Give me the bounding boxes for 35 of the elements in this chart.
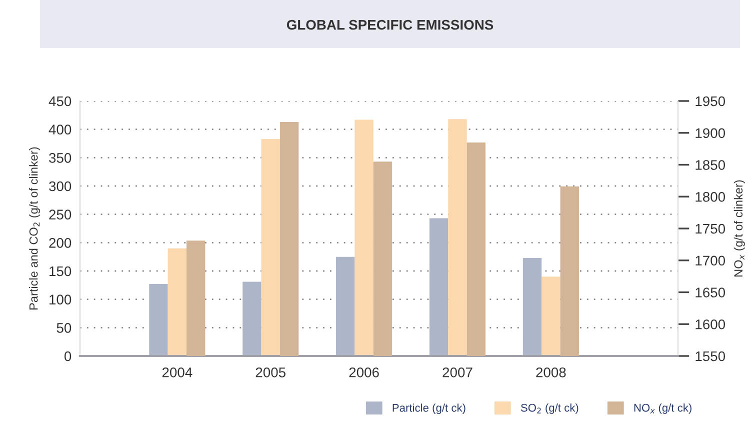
- x-tick-label: 2005: [256, 367, 286, 378]
- legend-label: Particle (g/t ck): [392, 404, 466, 414]
- y-tick-label: 50: [56, 323, 72, 333]
- x-tick-label: 2004: [162, 367, 192, 378]
- bar: [429, 218, 448, 356]
- x-tick-label: 2007: [442, 367, 472, 378]
- y2-tick-label: 1700: [696, 256, 726, 266]
- y2-tick-label: 1900: [696, 128, 726, 138]
- legend-label: NO$_{x}$ (g/t ck): [634, 404, 692, 414]
- bar: [149, 284, 168, 356]
- y2-axis-title: NO$_{x}$ (g/t of clinker): [734, 180, 745, 276]
- y-tick-label: 200: [49, 238, 72, 248]
- y2-tick-label: 1650: [696, 288, 726, 298]
- y-tick-label: 150: [50, 266, 72, 276]
- y-axis-title: Particle and CO$_{2}$ (g/t of clinker): [29, 147, 40, 310]
- legend-label: SO$_{2}$ (g/t ck): [520, 404, 578, 414]
- y-tick-label: 250: [49, 210, 72, 220]
- y-tick-label: 300: [49, 181, 72, 192]
- y2-tick-label: 1800: [696, 192, 726, 202]
- y2-tick-label: 1550: [696, 351, 726, 362]
- y2-tick-label: 1600: [696, 319, 726, 330]
- x-tick-label: 2008: [536, 367, 566, 378]
- chart-title: GLOBAL SPECIFIC EMISSIONS: [286, 20, 494, 30]
- x-tick-label: 2006: [349, 367, 379, 378]
- y-tick-label: 0: [64, 351, 72, 362]
- y-tick-label: 450: [48, 96, 72, 106]
- bar: [522, 258, 542, 356]
- y2-tick-label: 1750: [696, 224, 726, 234]
- y2-tick-label: 1850: [696, 160, 726, 170]
- y-tick-label: 400: [48, 124, 72, 135]
- bar: [242, 282, 262, 356]
- y2-tick-label: 1950: [696, 96, 726, 106]
- bar: [336, 256, 355, 356]
- y-tick-label: 100: [50, 294, 72, 305]
- y-tick-label: 350: [49, 153, 72, 163]
